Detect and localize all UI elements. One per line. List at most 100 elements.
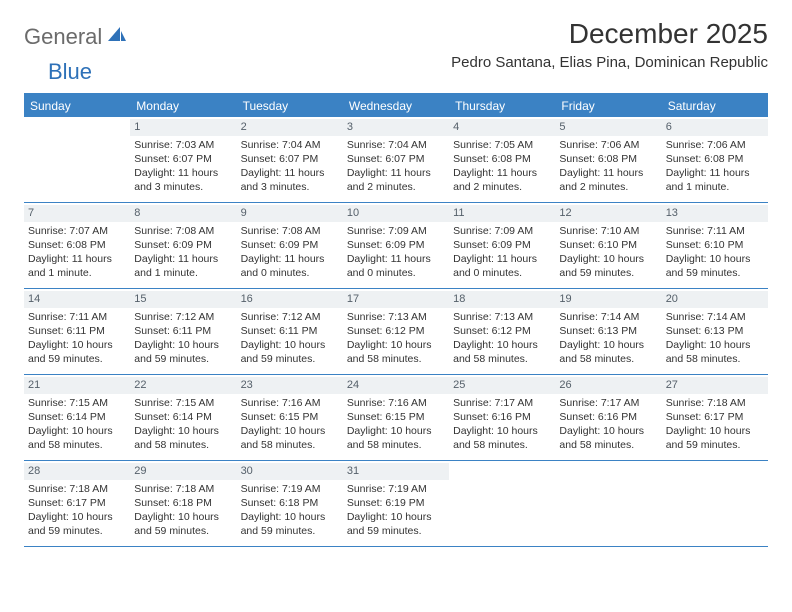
day-number: 23 — [237, 377, 343, 394]
sunrise-line: Sunrise: 7:18 AM — [666, 396, 764, 410]
sunset-line: Sunset: 6:17 PM — [28, 496, 126, 510]
sunrise-line: Sunrise: 7:15 AM — [28, 396, 126, 410]
weeks-container: 1Sunrise: 7:03 AMSunset: 6:07 PMDaylight… — [24, 117, 768, 547]
day-number: 25 — [449, 377, 555, 394]
daylight-line: Daylight: 11 hours and 0 minutes. — [241, 252, 339, 280]
daylight-line: Daylight: 10 hours and 59 minutes. — [28, 510, 126, 538]
daylight-line: Daylight: 11 hours and 1 minute. — [28, 252, 126, 280]
sunrise-line: Sunrise: 7:04 AM — [241, 138, 339, 152]
daylight-line: Daylight: 11 hours and 2 minutes. — [347, 166, 445, 194]
sunrise-line: Sunrise: 7:16 AM — [241, 396, 339, 410]
sunrise-line: Sunrise: 7:05 AM — [453, 138, 551, 152]
sunset-line: Sunset: 6:08 PM — [666, 152, 764, 166]
sunset-line: Sunset: 6:18 PM — [134, 496, 232, 510]
day-cell: 5Sunrise: 7:06 AMSunset: 6:08 PMDaylight… — [555, 117, 661, 202]
day-number: 2 — [237, 119, 343, 136]
sunset-line: Sunset: 6:08 PM — [28, 238, 126, 252]
day-cell: 7Sunrise: 7:07 AMSunset: 6:08 PMDaylight… — [24, 203, 130, 288]
sunrise-line: Sunrise: 7:14 AM — [559, 310, 657, 324]
week-row: 21Sunrise: 7:15 AMSunset: 6:14 PMDayligh… — [24, 375, 768, 461]
daylight-line: Daylight: 10 hours and 59 minutes. — [666, 252, 764, 280]
day-number: 20 — [662, 291, 768, 308]
sunset-line: Sunset: 6:09 PM — [134, 238, 232, 252]
daylight-line: Daylight: 11 hours and 1 minute. — [134, 252, 232, 280]
day-cell: 24Sunrise: 7:16 AMSunset: 6:15 PMDayligh… — [343, 375, 449, 460]
daylight-line: Daylight: 11 hours and 3 minutes. — [241, 166, 339, 194]
dow-cell: Wednesday — [343, 95, 449, 117]
day-number: 27 — [662, 377, 768, 394]
day-number: 18 — [449, 291, 555, 308]
sunset-line: Sunset: 6:13 PM — [559, 324, 657, 338]
sunset-line: Sunset: 6:11 PM — [134, 324, 232, 338]
dow-cell: Friday — [555, 95, 661, 117]
day-number: 30 — [237, 463, 343, 480]
sunset-line: Sunset: 6:19 PM — [347, 496, 445, 510]
location-subtitle: Pedro Santana, Elias Pina, Dominican Rep… — [451, 54, 768, 71]
sunset-line: Sunset: 6:13 PM — [666, 324, 764, 338]
daylight-line: Daylight: 10 hours and 58 minutes. — [28, 424, 126, 452]
daylight-line: Daylight: 10 hours and 59 minutes. — [241, 338, 339, 366]
sunrise-line: Sunrise: 7:13 AM — [453, 310, 551, 324]
sunrise-line: Sunrise: 7:13 AM — [347, 310, 445, 324]
logo-sail-icon — [106, 25, 128, 50]
sunrise-line: Sunrise: 7:12 AM — [241, 310, 339, 324]
dow-cell: Monday — [130, 95, 236, 117]
day-number: 10 — [343, 205, 449, 222]
day-cell: 31Sunrise: 7:19 AMSunset: 6:19 PMDayligh… — [343, 461, 449, 546]
sunset-line: Sunset: 6:14 PM — [28, 410, 126, 424]
sunset-line: Sunset: 6:09 PM — [453, 238, 551, 252]
day-number: 21 — [24, 377, 130, 394]
day-number: 28 — [24, 463, 130, 480]
daylight-line: Daylight: 11 hours and 0 minutes. — [453, 252, 551, 280]
daylight-line: Daylight: 10 hours and 58 minutes. — [347, 338, 445, 366]
sunrise-line: Sunrise: 7:14 AM — [666, 310, 764, 324]
day-cell: 28Sunrise: 7:18 AMSunset: 6:17 PMDayligh… — [24, 461, 130, 546]
sunrise-line: Sunrise: 7:18 AM — [134, 482, 232, 496]
day-cell — [24, 117, 130, 202]
day-cell: 1Sunrise: 7:03 AMSunset: 6:07 PMDaylight… — [130, 117, 236, 202]
day-cell: 25Sunrise: 7:17 AMSunset: 6:16 PMDayligh… — [449, 375, 555, 460]
sunset-line: Sunset: 6:07 PM — [241, 152, 339, 166]
day-cell — [555, 461, 661, 546]
week-row: 1Sunrise: 7:03 AMSunset: 6:07 PMDaylight… — [24, 117, 768, 203]
day-cell: 10Sunrise: 7:09 AMSunset: 6:09 PMDayligh… — [343, 203, 449, 288]
day-cell: 27 Sunrise: 7:18 AMSunset: 6:17 PMDayligh… — [662, 375, 768, 460]
day-cell: 29Sunrise: 7:18 AMSunset: 6:18 PMDayligh… — [130, 461, 236, 546]
day-number: 1 — [130, 119, 236, 136]
daylight-line: Daylight: 10 hours and 59 minutes. — [666, 424, 764, 452]
daylight-line: Daylight: 10 hours and 58 minutes. — [347, 424, 445, 452]
sunrise-line: Sunrise: 7:07 AM — [28, 224, 126, 238]
week-row: 7Sunrise: 7:07 AMSunset: 6:08 PMDaylight… — [24, 203, 768, 289]
sunset-line: Sunset: 6:07 PM — [347, 152, 445, 166]
daylight-line: Daylight: 10 hours and 59 minutes. — [347, 510, 445, 538]
dow-cell: Sunday — [24, 95, 130, 117]
day-number: 19 — [555, 291, 661, 308]
day-cell: 18Sunrise: 7:13 AMSunset: 6:12 PMDayligh… — [449, 289, 555, 374]
daylight-line: Daylight: 11 hours and 1 minute. — [666, 166, 764, 194]
month-title: December 2025 — [451, 18, 768, 50]
sunset-line: Sunset: 6:08 PM — [453, 152, 551, 166]
sunset-line: Sunset: 6:15 PM — [347, 410, 445, 424]
sunset-line: Sunset: 6:17 PM — [666, 410, 764, 424]
sunset-line: Sunset: 6:11 PM — [241, 324, 339, 338]
day-number: 9 — [237, 205, 343, 222]
daylight-line: Daylight: 10 hours and 58 minutes. — [134, 424, 232, 452]
sunrise-line: Sunrise: 7:19 AM — [347, 482, 445, 496]
brand-logo: General — [24, 18, 130, 50]
day-cell: 11Sunrise: 7:09 AMSunset: 6:09 PMDayligh… — [449, 203, 555, 288]
day-cell: 20Sunrise: 7:14 AMSunset: 6:13 PMDayligh… — [662, 289, 768, 374]
sunrise-line: Sunrise: 7:08 AM — [241, 224, 339, 238]
day-cell: 19Sunrise: 7:14 AMSunset: 6:13 PMDayligh… — [555, 289, 661, 374]
dow-cell: Tuesday — [237, 95, 343, 117]
sunset-line: Sunset: 6:08 PM — [559, 152, 657, 166]
day-cell: 14Sunrise: 7:11 AMSunset: 6:11 PMDayligh… — [24, 289, 130, 374]
daylight-line: Daylight: 10 hours and 58 minutes. — [453, 424, 551, 452]
day-cell: 8Sunrise: 7:08 AMSunset: 6:09 PMDaylight… — [130, 203, 236, 288]
day-cell: 30Sunrise: 7:19 AMSunset: 6:18 PMDayligh… — [237, 461, 343, 546]
day-cell: 23Sunrise: 7:16 AMSunset: 6:15 PMDayligh… — [237, 375, 343, 460]
day-cell — [449, 461, 555, 546]
day-cell: 6Sunrise: 7:06 AMSunset: 6:08 PMDaylight… — [662, 117, 768, 202]
calendar-page: General December 2025 Pedro Santana, Eli… — [0, 0, 792, 565]
sunrise-line: Sunrise: 7:06 AM — [559, 138, 657, 152]
sunset-line: Sunset: 6:09 PM — [347, 238, 445, 252]
